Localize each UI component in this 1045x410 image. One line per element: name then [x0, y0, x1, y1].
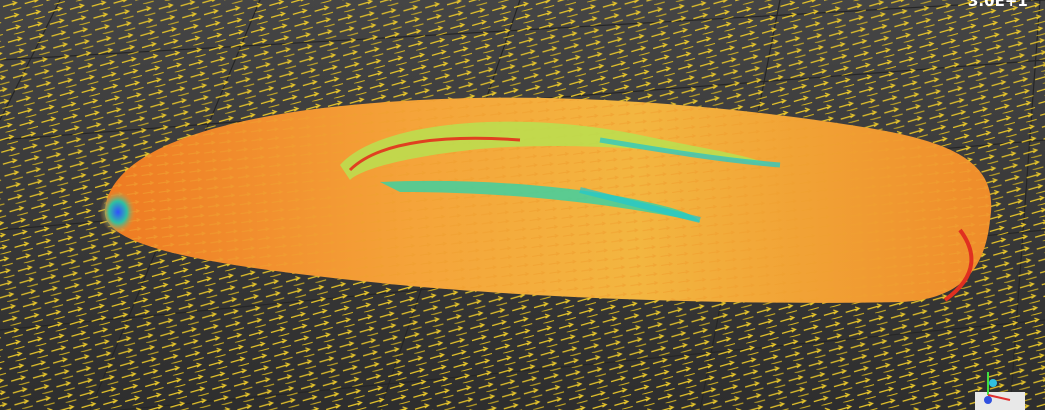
legend-label: 3.0E+1 — [968, 0, 1028, 10]
vehicle-surface — [100, 97, 992, 303]
axis-triad — [975, 372, 1025, 410]
